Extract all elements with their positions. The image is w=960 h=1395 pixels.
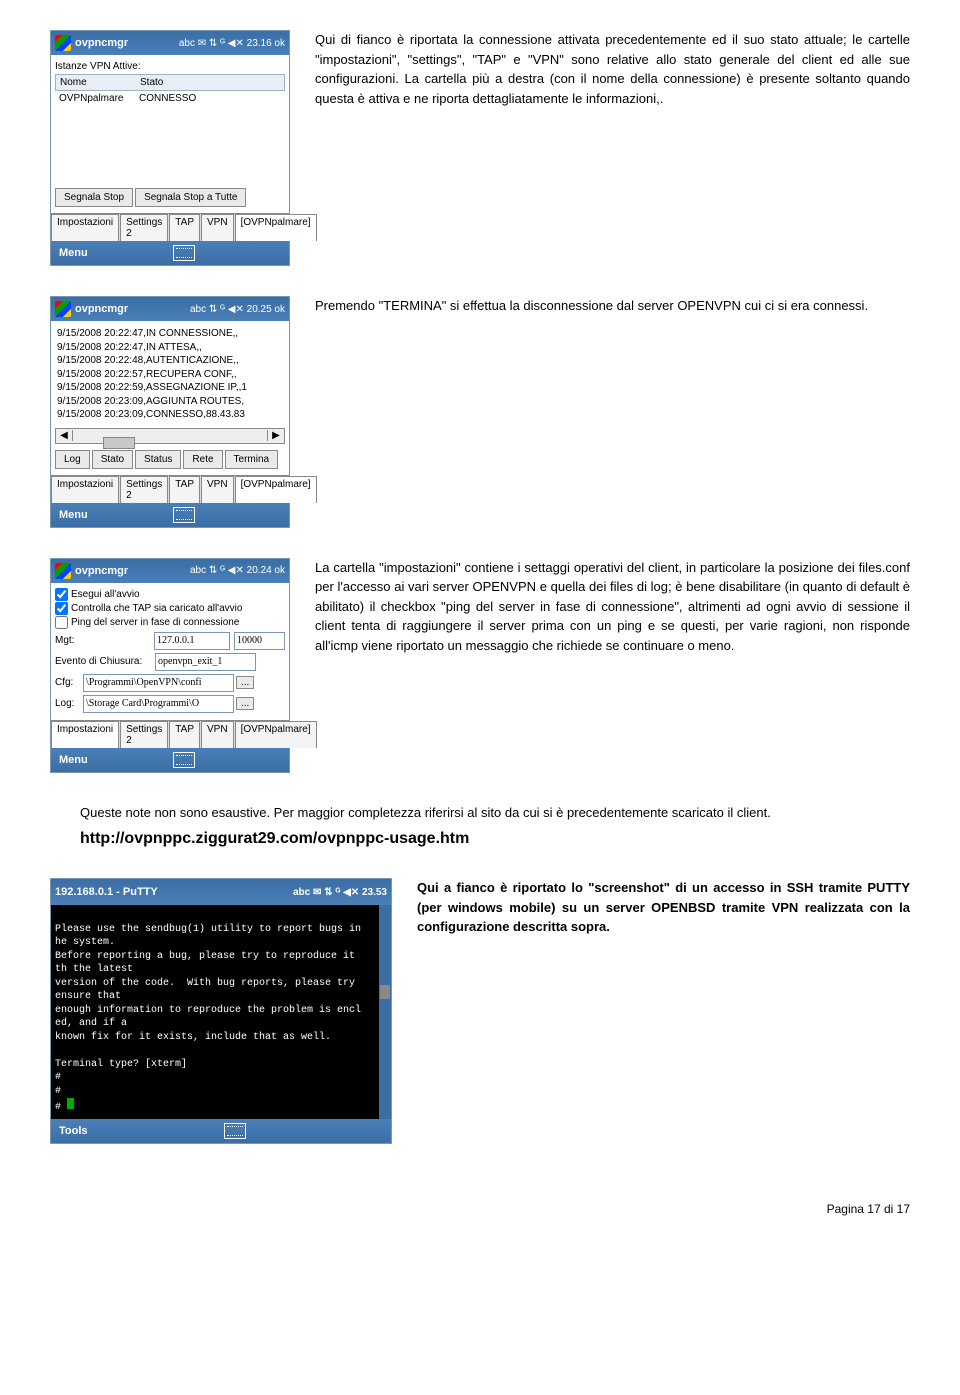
stato-button[interactable]: Stato xyxy=(92,450,133,469)
section-1: ovpncmgrabc ✉ ⇅ ᴳ ◀✕ 23.16 ok Istanze VP… xyxy=(50,30,910,266)
section-2: ovpncmgrabc ⇅ ᴳ ◀✕ 20.25 ok 9/15/2008 20… xyxy=(50,296,910,528)
status-button[interactable]: Status xyxy=(135,450,181,469)
browse-log-button[interactable]: ... xyxy=(236,697,254,710)
checkbox-tap[interactable]: Controlla che TAP sia caricato all'avvio xyxy=(55,602,285,615)
screenshot-2: ovpncmgrabc ⇅ ᴳ ◀✕ 20.25 ok 9/15/2008 20… xyxy=(50,296,290,528)
tab-impostazioni[interactable]: Impostazioni xyxy=(51,214,119,241)
description-2: Premendo "TERMINA" si effettua la discon… xyxy=(290,296,910,316)
tab-connection[interactable]: [OVPNpalmare] xyxy=(235,214,317,241)
usage-url[interactable]: http://ovpnppc.ziggurat29.com/ovpnppc-us… xyxy=(80,830,469,847)
scrollbar[interactable]: ◀▶ xyxy=(55,428,285,444)
log-line: 9/15/2008 20:23:09,CONNESSO,88.43.83 xyxy=(57,408,283,422)
status-icons: abc ✉ ⇅ ᴳ ◀✕ 23.16 ok xyxy=(179,38,285,49)
log-line: 9/15/2008 20:23:09,AGGIUNTA ROUTES, xyxy=(57,395,283,409)
mgt-port-input[interactable] xyxy=(234,632,285,650)
log-area: 9/15/2008 20:22:47,IN CONNESSIONE,, 9/15… xyxy=(55,325,285,424)
checkbox-autostart[interactable]: Esegui all'avvio xyxy=(55,588,285,601)
rete-button[interactable]: Rete xyxy=(183,450,222,469)
keyboard-icon[interactable] xyxy=(173,245,195,261)
start-icon xyxy=(55,35,71,51)
log-line: 9/15/2008 20:22:47,IN CONNESSIONE,, xyxy=(57,327,283,341)
tab-tap[interactable]: TAP xyxy=(169,214,200,241)
cfg-path-input[interactable] xyxy=(83,674,234,692)
log-button[interactable]: Log xyxy=(55,450,90,469)
page-footer: Pagina 17 di 17 xyxy=(0,1194,960,1224)
screenshot-3: ovpncmgrabc ⇅ ᴳ ◀✕ 20.24 ok Esegui all'a… xyxy=(50,558,290,773)
bottombar: Menu xyxy=(51,241,289,265)
terminal-scrollbar[interactable] xyxy=(378,905,391,1119)
tab-vpn[interactable]: VPN xyxy=(201,214,234,241)
start-icon xyxy=(55,563,71,579)
log-line: 9/15/2008 20:22:57,RECUPERA CONF,, xyxy=(57,368,283,382)
log-line: 9/15/2008 20:22:47,IN ATTESA,, xyxy=(57,341,283,355)
titlebar: ovpncmgrabc ✉ ⇅ ᴳ ◀✕ 23.16 ok xyxy=(51,31,289,55)
section-putty: 192.168.0.1 - PuTTYabc ✉ ⇅ ᴳ ◀✕ 23.53 Pl… xyxy=(50,878,910,1144)
log-path-input[interactable] xyxy=(83,695,234,713)
app-title: ovpncmgr xyxy=(75,37,179,49)
terminal[interactable]: Please use the sendbug(1) utility to rep… xyxy=(51,905,391,1119)
section-3: ovpncmgrabc ⇅ ᴳ ◀✕ 20.24 ok Esegui all'a… xyxy=(50,558,910,773)
log-line: 9/15/2008 20:22:48,AUTENTICAZIONE,, xyxy=(57,354,283,368)
description-3: La cartella "impostazioni" contiene i se… xyxy=(290,558,910,656)
tabs: ImpostazioniSettings 2TAPVPN[OVPNpalmare… xyxy=(51,213,289,241)
stop-button[interactable]: Segnala Stop xyxy=(55,188,133,207)
table-header: NomeStato xyxy=(55,74,285,91)
tab-settings2[interactable]: Settings 2 xyxy=(120,214,168,241)
mgt-host-input[interactable] xyxy=(154,632,230,650)
exit-event-input[interactable] xyxy=(155,653,256,671)
screenshot-putty: 192.168.0.1 - PuTTYabc ✉ ⇅ ᴳ ◀✕ 23.53 Pl… xyxy=(50,878,392,1144)
cursor xyxy=(67,1098,74,1109)
menu-button[interactable]: Menu xyxy=(59,247,88,259)
footer-note: Queste note non sono esaustive. Per magg… xyxy=(80,803,910,823)
description-1: Qui di fianco è riportata la connessione… xyxy=(290,30,910,108)
col-nome: Nome xyxy=(60,77,140,88)
checkbox-ping[interactable]: Ping del server in fase di connessione xyxy=(55,616,285,629)
log-line: 9/15/2008 20:22:59,ASSEGNAZIONE IP,,1 xyxy=(57,381,283,395)
label-instances: Istanze VPN Attive: xyxy=(55,61,285,72)
col-stato: Stato xyxy=(140,77,163,88)
table-row[interactable]: OVPNpalmareCONNESSO xyxy=(55,91,285,106)
screenshot-1: ovpncmgrabc ✉ ⇅ ᴳ ◀✕ 23.16 ok Istanze VP… xyxy=(50,30,290,266)
stop-all-button[interactable]: Segnala Stop a Tutte xyxy=(135,188,246,207)
description-putty: Qui a fianco è riportato lo "screenshot"… xyxy=(392,878,910,937)
browse-cfg-button[interactable]: ... xyxy=(236,676,254,689)
termina-button[interactable]: Termina xyxy=(225,450,279,469)
start-icon xyxy=(55,301,71,317)
